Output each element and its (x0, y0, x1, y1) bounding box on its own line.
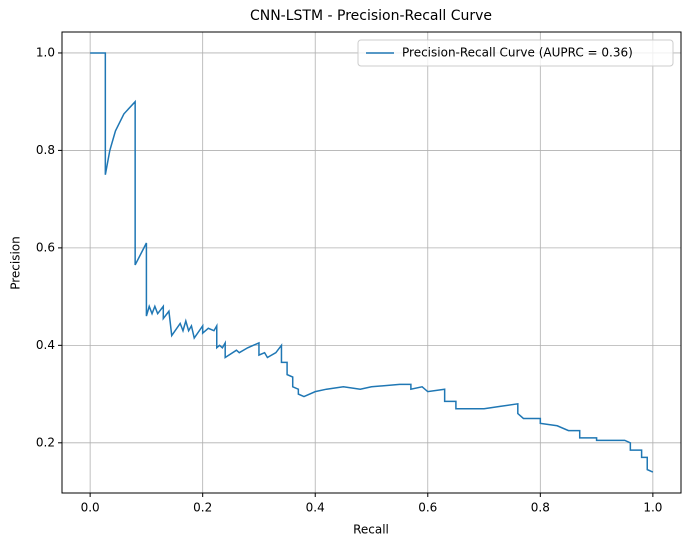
plot-frame (61, 31, 682, 494)
y-axis-label: Precision (9, 236, 23, 290)
x-tick-label: 0.8 (531, 501, 550, 515)
legend-label: Precision-Recall Curve (AUPRC = 0.36) (402, 46, 633, 60)
chart-title: CNN-LSTM - Precision-Recall Curve (250, 8, 492, 24)
x-axis-label: Recall (353, 523, 389, 537)
series-line (90, 52, 654, 473)
y-tick-label: 1.0 (36, 45, 55, 59)
x-tick-label: 0.6 (418, 501, 437, 515)
y-tick-label: 0.6 (36, 240, 55, 254)
legend-box (357, 39, 674, 67)
x-tick-label: 1.0 (643, 501, 662, 515)
x-tick-label: 0.4 (306, 501, 325, 515)
y-tick-label: 0.8 (36, 143, 55, 157)
y-tick-label: 0.2 (36, 435, 55, 449)
y-tick-label: 0.4 (36, 338, 55, 352)
x-tick-label: 0.2 (193, 501, 212, 515)
x-tick-label: 0.0 (81, 501, 100, 515)
